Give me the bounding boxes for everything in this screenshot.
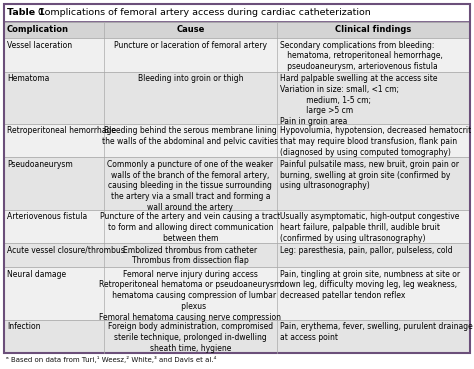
Bar	[4, 243, 470, 267]
Text: Usually asymptomatic, high-output congestive
heart failure, palpable thrill, aud: Usually asymptomatic, high-output conges…	[280, 212, 459, 243]
Text: Cause: Cause	[176, 25, 205, 34]
Bar	[4, 267, 470, 320]
Bar	[4, 38, 470, 72]
Text: Pain, erythema, fever, swelling, purulent drainage
at access point: Pain, erythema, fever, swelling, purulen…	[280, 322, 473, 342]
Text: Pseudoaneurysm: Pseudoaneurysm	[7, 160, 73, 169]
Bar	[4, 22, 470, 38]
Text: Hard palpable swelling at the access site
Variation in size: small, <1 cm;
     : Hard palpable swelling at the access sit…	[280, 74, 437, 126]
Text: Clinical findings: Clinical findings	[335, 25, 411, 34]
Bar	[4, 210, 470, 243]
Text: Leg: paresthesia, pain, pallor, pulseless, cold: Leg: paresthesia, pain, pallor, pulseles…	[280, 246, 452, 255]
Text: Bleeding behind the serous membrane lining
the walls of the abdominal and pelvic: Bleeding behind the serous membrane lini…	[102, 127, 278, 146]
Text: Foreign body administration, compromised
sterile technique, prolonged in-dwellin: Foreign body administration, compromised…	[108, 322, 273, 352]
Text: Painful pulsatile mass, new bruit, groin pain or
burning, swelling at groin site: Painful pulsatile mass, new bruit, groin…	[280, 160, 459, 190]
Bar	[4, 4, 470, 22]
Text: Embolized thrombus from catheter
Thrombus from dissection flap: Embolized thrombus from catheter Thrombu…	[123, 246, 257, 265]
Text: Infection: Infection	[7, 322, 40, 331]
Text: Complications of femoral artery access during cardiac catheterization: Complications of femoral artery access d…	[32, 8, 371, 17]
Bar	[4, 320, 470, 353]
Text: ᵃ Based on data from Turi,¹ Weesz,² White,³ and Davis et al.⁴: ᵃ Based on data from Turi,¹ Weesz,² Whit…	[6, 356, 216, 363]
Text: Neural damage: Neural damage	[7, 270, 66, 279]
Text: Hematoma: Hematoma	[7, 74, 49, 83]
Bar	[4, 157, 470, 210]
Text: Hypovolumia, hypotension, decreased hematocrit
that may require blood transfusio: Hypovolumia, hypotension, decreased hema…	[280, 127, 471, 157]
Text: Acute vessel closure/thrombus: Acute vessel closure/thrombus	[7, 246, 125, 255]
Text: Pain, tingling at groin site, numbness at site or
down leg, difficulty moving le: Pain, tingling at groin site, numbness a…	[280, 270, 460, 300]
Text: Secondary complications from bleeding:
   hematoma, retroperitoneal hemorrhage,
: Secondary complications from bleeding: h…	[280, 41, 443, 71]
Text: Retroperitoneal hemorrhage: Retroperitoneal hemorrhage	[7, 127, 116, 135]
Bar	[4, 72, 470, 124]
Text: Femoral nerve injury during access
Retroperitoneal hematoma or pseudoaneurysm
  : Femoral nerve injury during access Retro…	[99, 270, 282, 322]
Text: Arteriovenous fistula: Arteriovenous fistula	[7, 212, 87, 221]
Bar	[4, 124, 470, 157]
Text: Puncture of the artery and vein causing a tract
to form and allowing direct comm: Puncture of the artery and vein causing …	[100, 212, 281, 243]
Text: Vessel laceration: Vessel laceration	[7, 41, 72, 49]
Text: Complication: Complication	[7, 25, 69, 34]
Text: Table 1: Table 1	[7, 8, 45, 17]
Text: Puncture or laceration of femoral artery: Puncture or laceration of femoral artery	[114, 41, 267, 49]
Text: Commonly a puncture of one of the weaker
walls of the branch of the femoral arte: Commonly a puncture of one of the weaker…	[108, 160, 273, 212]
Text: Bleeding into groin or thigh: Bleeding into groin or thigh	[137, 74, 243, 83]
